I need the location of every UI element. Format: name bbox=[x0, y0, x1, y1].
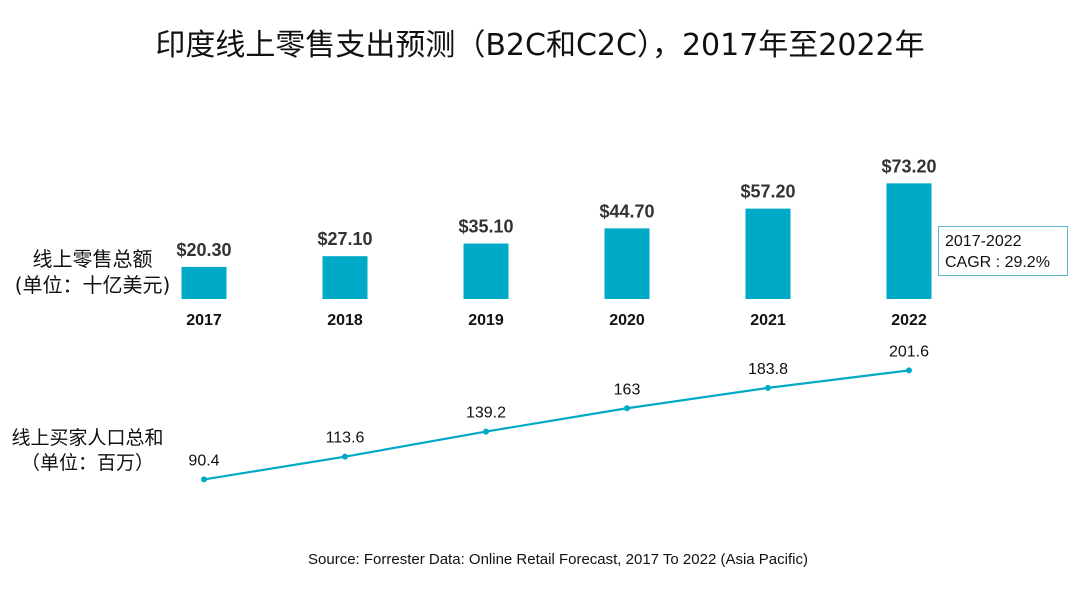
line-ylabel-line-1: 线上买家人口总和 bbox=[11, 427, 164, 449]
cagr-value: CAGR : 29.2% bbox=[945, 254, 1050, 271]
bar bbox=[604, 228, 650, 299]
line-chart-ylabel: 线上买家人口总和 （单位：百万） bbox=[0, 426, 175, 476]
bar-ylabel-line-1: 线上零售总额 bbox=[32, 247, 153, 271]
point-value-label: 113.6 bbox=[326, 430, 365, 447]
bar bbox=[886, 183, 932, 299]
point-value-label: 90.4 bbox=[188, 452, 219, 469]
bar-value-label: $44.70 bbox=[599, 201, 654, 221]
bar-value-label: $27.10 bbox=[317, 229, 372, 249]
data-point bbox=[342, 453, 348, 460]
bar-chart-ylabel: 线上零售总额 (单位：十亿美元) bbox=[0, 246, 185, 298]
point-value-label: 201.6 bbox=[889, 343, 929, 360]
bar-value-label: $35.10 bbox=[458, 217, 513, 237]
series-line bbox=[203, 369, 910, 481]
x-tick-label: 2017 bbox=[186, 312, 222, 329]
line-ylabel-line-2: （单位：百万） bbox=[20, 452, 154, 474]
bar bbox=[322, 256, 368, 299]
x-tick-label: 2019 bbox=[468, 312, 504, 329]
data-point bbox=[624, 405, 630, 412]
bar bbox=[745, 208, 791, 299]
bar bbox=[181, 266, 227, 299]
x-tick-label: 2021 bbox=[750, 312, 786, 329]
source-note: Source: Forrester Data: Online Retail Fo… bbox=[308, 551, 808, 568]
chart-title: 印度线上零售支出预测（B2C和C2C），2017年至2022年 bbox=[155, 28, 925, 63]
point-value-label: 139.2 bbox=[466, 405, 506, 422]
data-point bbox=[201, 476, 207, 483]
bar-ylabel-line-2: (单位：十亿美元) bbox=[14, 273, 171, 297]
x-tick-label: 2018 bbox=[327, 312, 363, 329]
data-point bbox=[906, 367, 912, 374]
data-point bbox=[483, 428, 489, 435]
cagr-annotation: 2017-2022 CAGR : 29.2% bbox=[938, 226, 1068, 276]
bar bbox=[463, 243, 509, 299]
cagr-period: 2017-2022 bbox=[945, 233, 1022, 250]
bar-value-label: $73.20 bbox=[881, 156, 936, 176]
data-point bbox=[765, 384, 771, 391]
bar-value-label: $57.20 bbox=[740, 182, 795, 202]
x-tick-label: 2022 bbox=[891, 312, 927, 329]
x-tick-label: 2020 bbox=[609, 312, 645, 329]
bar-value-label: $20.30 bbox=[176, 240, 231, 260]
point-value-label: 163 bbox=[614, 381, 641, 398]
point-value-label: 183.8 bbox=[748, 361, 788, 378]
